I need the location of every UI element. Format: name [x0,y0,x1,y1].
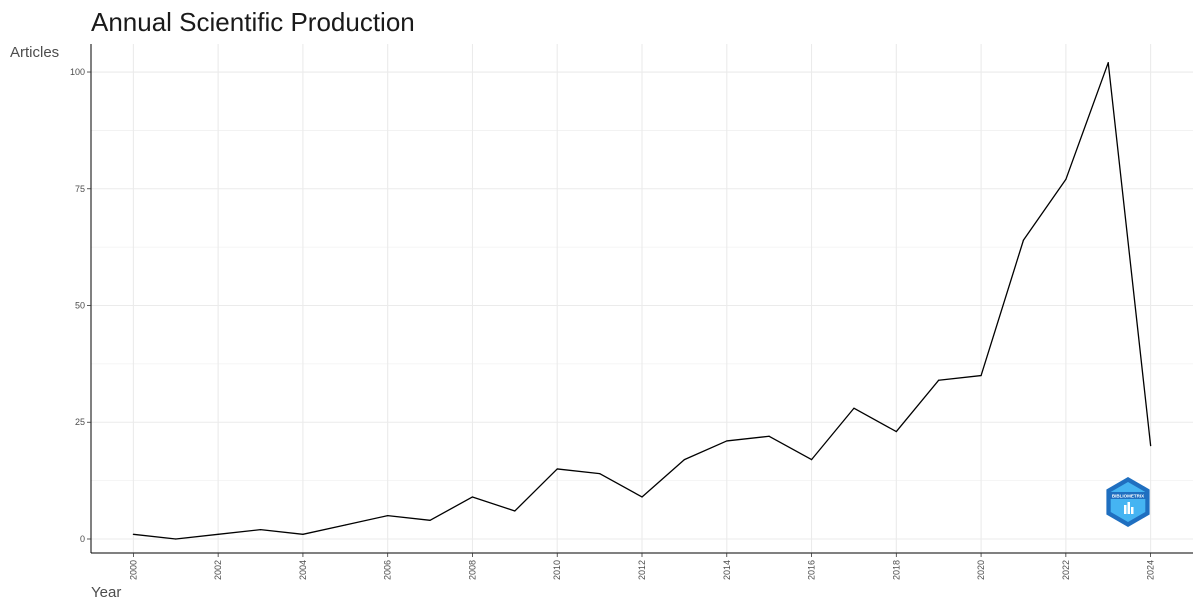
series-articles [132,62,1152,540]
major-gridlines [91,44,1193,553]
x-tick-label: 2012 [637,560,647,580]
data-point [1065,178,1067,181]
x-tick-label: 2010 [552,560,562,580]
x-tick-label: 2022 [1061,560,1071,580]
data-point [344,524,346,526]
logo-bar-1 [1124,505,1127,514]
y-tick-label: 50 [75,301,85,311]
y-axis-title: Articles [10,44,59,61]
y-tick-label: 25 [75,417,85,427]
logo-bar-2 [1127,502,1130,514]
chart-title: Annual Scientific Production [91,7,415,37]
data-point [1022,239,1025,241]
logo-text: BIBLIOMETRIX [1112,494,1144,499]
data-point [175,538,177,540]
x-tick-label: 2016 [807,560,817,580]
y-tick-label: 75 [75,184,85,194]
data-point [217,533,219,535]
x-tick-label: 2000 [128,560,138,580]
x-tick-label: 2018 [891,560,901,580]
data-point [726,440,728,442]
y-axis-ticks: 0 25 50 75 100 [70,67,91,544]
data-point [429,519,431,521]
data-point [810,459,813,461]
data-point [514,510,516,512]
data-point [980,374,982,377]
x-tick-label: 2008 [467,560,477,580]
x-tick-label: 2020 [976,560,986,580]
data-point [1150,444,1152,447]
y-tick-label: 0 [80,534,85,544]
data-point [599,473,601,475]
x-axis-ticks: 2000 2002 2004 2006 2008 2010 2012 2014 2016 2018… [128,553,1156,580]
data-point [683,459,685,461]
x-tick-label: 2014 [722,560,732,580]
logo-bar-3 [1131,507,1134,514]
logo-banner [1109,492,1147,499]
data-point [768,435,770,437]
bibliometrix-logo: BIBLIOMETRIX [1106,477,1150,527]
y-tick-label: 100 [70,67,85,77]
x-tick-label: 2006 [383,560,393,580]
data-point [132,533,134,535]
x-tick-label: 2002 [213,560,223,580]
data-point [302,533,304,535]
x-tick-label: 2024 [1146,560,1156,580]
data-point [387,515,389,517]
data-point [938,379,940,381]
data-point [471,496,474,498]
data-point [895,430,897,433]
data-point [556,468,558,470]
data-point [641,496,643,498]
data-point [853,407,855,409]
x-axis-title: Year [91,584,121,601]
x-tick-label: 2004 [298,560,308,580]
data-point [1107,62,1109,64]
data-point [259,529,262,531]
